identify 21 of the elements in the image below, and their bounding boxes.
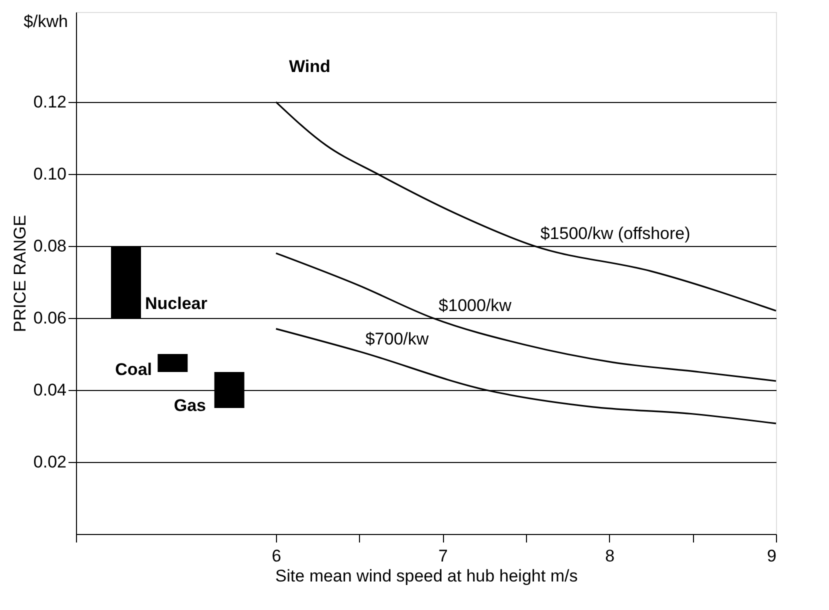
x-axis-title: Site mean wind speed at hub height m/s (275, 566, 578, 586)
y-tick-label: 0.08 (33, 236, 66, 256)
y-tick-label: 0.02 (33, 452, 66, 472)
y-tick-label: 0.06 (33, 308, 66, 328)
x-tick-label: 8 (605, 546, 615, 566)
annotation: Coal (115, 360, 152, 379)
series-label: $1000/kw (438, 296, 512, 315)
text: $/kwh (24, 12, 68, 31)
x-tick-label: 6 (272, 546, 282, 566)
annotation: Nuclear (145, 294, 208, 313)
series-label: $700/kw (365, 329, 430, 348)
series-label: $1500/kw (offshore) (540, 224, 690, 243)
annotation: Wind (289, 57, 330, 76)
y-tick-label: 0.04 (33, 380, 66, 400)
y-axis-title: PRICE RANGE (10, 214, 30, 332)
x-tick-label: 7 (438, 546, 448, 566)
bar (158, 354, 188, 372)
x-tick-label: 9 (767, 546, 776, 566)
annotation: Gas (174, 396, 206, 415)
y-tick-label: 0.10 (33, 164, 66, 184)
y-tick-label: 0.12 (33, 92, 66, 112)
